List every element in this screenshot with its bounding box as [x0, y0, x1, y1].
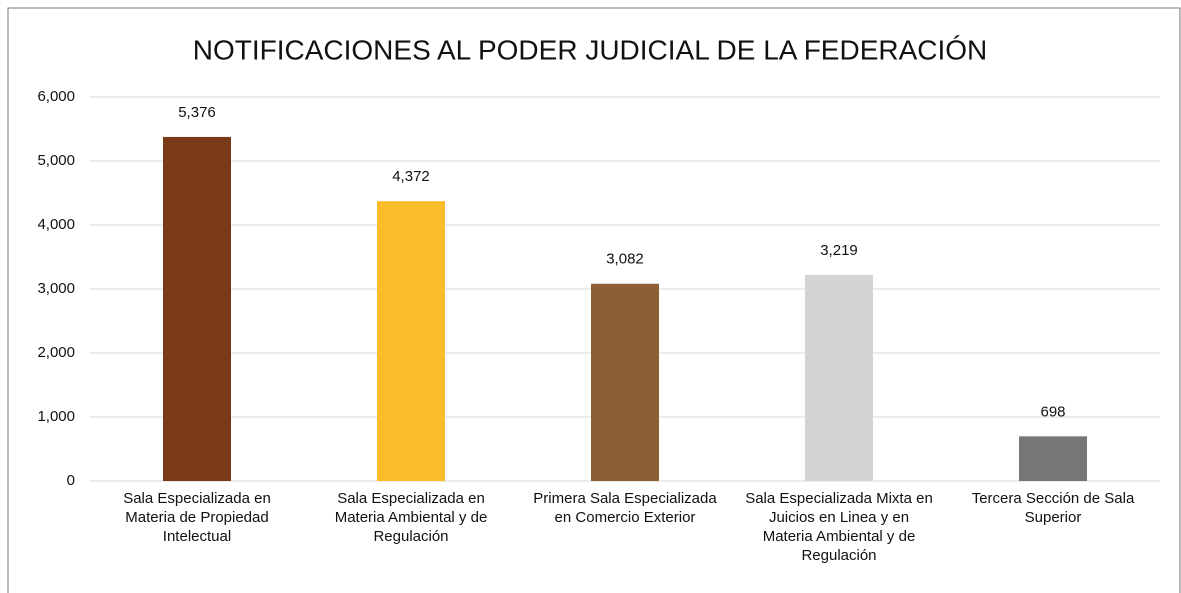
chart-title: NOTIFICACIONES AL PODER JUDICIAL DE LA F… [193, 34, 988, 65]
data-label: 5,376 [178, 104, 216, 121]
y-tick-label: 4,000 [37, 216, 75, 233]
data-label: 3,082 [606, 251, 644, 268]
y-tick-label: 6,000 [37, 88, 75, 105]
chart-frame [7, 7, 1181, 593]
y-tick-label: 3,000 [37, 280, 75, 297]
y-tick-label: 0 [67, 472, 75, 489]
data-label: 698 [1040, 403, 1065, 420]
x-tick-label: Tercera Sección de Sala Superior [971, 490, 1135, 526]
x-tick-label: Sala Especializada en Materia de Propied… [123, 490, 271, 545]
y-tick-label: 1,000 [37, 408, 75, 425]
bar [1019, 436, 1087, 481]
bar [377, 201, 445, 481]
bar [591, 283, 659, 481]
bar [805, 274, 873, 481]
bar [163, 136, 231, 481]
y-tick-label: 5,000 [37, 152, 75, 169]
data-label: 3,219 [820, 242, 858, 259]
x-tick-label: Sala Especializada Mixta en Juicios en L… [745, 490, 933, 564]
data-label: 4,372 [392, 168, 430, 185]
y-tick-label: 2,000 [37, 344, 75, 361]
x-tick-label: Sala Especializada en Materia Ambiental … [334, 490, 488, 545]
x-tick-label: Primera Sala Especializada en Comercio E… [533, 490, 717, 526]
